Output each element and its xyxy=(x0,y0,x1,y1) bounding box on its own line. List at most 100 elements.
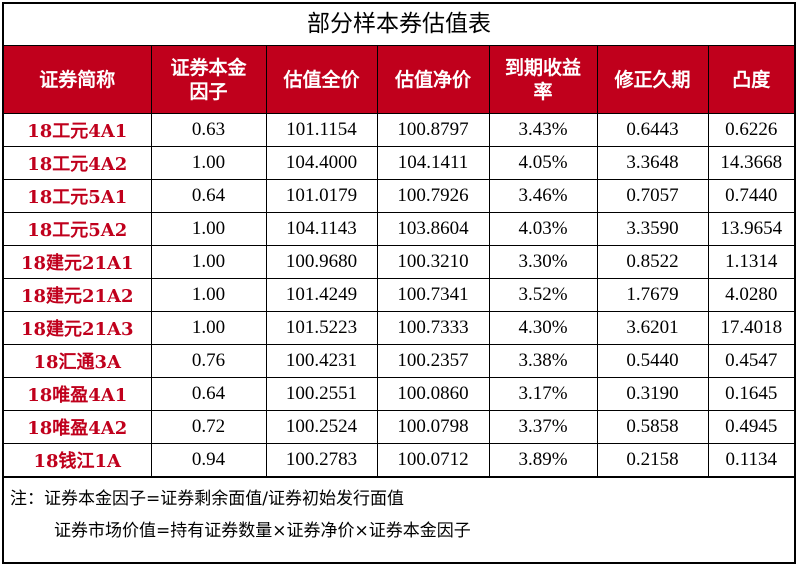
cell-principal-factor: 0.94 xyxy=(150,443,267,477)
cell-security-name: 18钱江1A xyxy=(4,443,152,477)
cell-clean-price: 100.7333 xyxy=(376,311,490,345)
table-row: 18建元21A3 1.00 101.5223 100.7333 4.30% 3.6201 1… xyxy=(4,311,794,345)
cell-clean-price: 100.0712 xyxy=(376,443,490,477)
cell-principal-factor: 1.00 xyxy=(150,212,267,246)
cell-yield: 3.52% xyxy=(488,278,598,312)
cell-convexity: 0.6226 xyxy=(707,113,794,147)
valuation-table: 证券简称 证券本金因子 估值全价 估值净价 到期收益率 修正久期 凸度 18工元… xyxy=(4,46,794,477)
table-row: 18工元5A2 1.00 104.1143 103.8604 4.03% 3.3590 13… xyxy=(4,212,794,246)
cell-modified-duration: 3.3648 xyxy=(596,146,709,180)
cell-principal-factor: 0.76 xyxy=(150,344,267,378)
cell-security-name: 18建元21A1 xyxy=(4,245,152,279)
cell-modified-duration: 0.3190 xyxy=(596,377,709,411)
cell-principal-factor: 1.00 xyxy=(150,146,267,180)
cell-principal-factor: 0.72 xyxy=(150,410,267,444)
table-row: 18唯盈4A1 0.64 100.2551 100.0860 3.17% 0.3190 0.… xyxy=(4,377,794,411)
cell-security-name: 18工元4A2 xyxy=(4,146,152,180)
cell-dirty-price: 104.1143 xyxy=(265,212,378,246)
cell-clean-price: 100.7926 xyxy=(376,179,490,213)
cell-security-name: 18建元21A3 xyxy=(4,311,152,345)
cell-principal-factor: 0.64 xyxy=(150,377,267,411)
cell-dirty-price: 101.5223 xyxy=(265,311,378,345)
cell-principal-factor: 1.00 xyxy=(150,278,267,312)
cell-yield: 3.89% xyxy=(488,443,598,477)
cell-principal-factor: 1.00 xyxy=(150,245,267,279)
header-clean-price: 估值净价 xyxy=(376,46,490,114)
cell-principal-factor: 0.64 xyxy=(150,179,267,213)
header-yield-to-maturity: 到期收益率 xyxy=(488,46,598,114)
cell-yield: 4.03% xyxy=(488,212,598,246)
cell-security-name: 18建元21A2 xyxy=(4,278,152,312)
header-modified-duration: 修正久期 xyxy=(596,46,709,114)
cell-security-name: 18工元5A2 xyxy=(4,212,152,246)
table-row: 18唯盈4A2 0.72 100.2524 100.0798 3.37% 0.5858 0.… xyxy=(4,410,794,444)
cell-modified-duration: 0.5858 xyxy=(596,410,709,444)
cell-dirty-price: 100.4231 xyxy=(265,344,378,378)
cell-principal-factor: 0.63 xyxy=(150,113,267,147)
table-row: 18建元21A2 1.00 101.4249 100.7341 3.52% 1.7679 4… xyxy=(4,278,794,312)
cell-convexity: 1.1314 xyxy=(707,245,794,279)
table-row: 18钱江1A 0.94 100.2783 100.0712 3.89% 0.2158 0.1… xyxy=(4,443,794,477)
cell-clean-price: 103.8604 xyxy=(376,212,490,246)
cell-security-name: 18工元4A1 xyxy=(4,113,152,147)
table-row: 18建元21A1 1.00 100.9680 100.3210 3.30% 0.8522 1… xyxy=(4,245,794,279)
header-principal-factor: 证券本金因子 xyxy=(150,46,267,114)
cell-clean-price: 100.8797 xyxy=(376,113,490,147)
cell-modified-duration: 0.7057 xyxy=(596,179,709,213)
cell-yield: 4.05% xyxy=(488,146,598,180)
cell-clean-price: 100.0798 xyxy=(376,410,490,444)
cell-convexity: 14.3668 xyxy=(707,146,794,180)
cell-dirty-price: 101.1154 xyxy=(265,113,378,147)
cell-security-name: 18工元5A1 xyxy=(4,179,152,213)
cell-modified-duration: 0.5440 xyxy=(596,344,709,378)
cell-yield: 4.30% xyxy=(488,311,598,345)
cell-convexity: 0.7440 xyxy=(707,179,794,213)
cell-yield: 3.46% xyxy=(488,179,598,213)
footnote: 注：证券本金因子=证券剩余面值/证券初始发行面值 证券市场价值=持有证券数量×证… xyxy=(4,477,794,557)
header-security-name: 证券简称 xyxy=(4,46,152,114)
cell-yield: 3.38% xyxy=(488,344,598,378)
cell-dirty-price: 101.4249 xyxy=(265,278,378,312)
table-body: 18工元4A1 0.63 101.1154 100.8797 3.43% 0.6443 0.… xyxy=(4,113,794,477)
table-row: 18工元5A1 0.64 101.0179 100.7926 3.46% 0.7057 0.… xyxy=(4,179,794,213)
cell-modified-duration: 0.8522 xyxy=(596,245,709,279)
cell-yield: 3.43% xyxy=(488,113,598,147)
cell-convexity: 0.4945 xyxy=(707,410,794,444)
header-row: 证券简称 证券本金因子 估值全价 估值净价 到期收益率 修正久期 凸度 xyxy=(4,46,794,114)
cell-yield: 3.30% xyxy=(488,245,598,279)
cell-modified-duration: 3.6201 xyxy=(596,311,709,345)
cell-dirty-price: 100.2551 xyxy=(265,377,378,411)
cell-dirty-price: 101.0179 xyxy=(265,179,378,213)
cell-dirty-price: 100.2783 xyxy=(265,443,378,477)
cell-security-name: 18唯盈4A1 xyxy=(4,377,152,411)
cell-clean-price: 104.1411 xyxy=(376,146,490,180)
cell-convexity: 0.1134 xyxy=(707,443,794,477)
header-convexity: 凸度 xyxy=(707,46,794,114)
cell-modified-duration: 0.2158 xyxy=(596,443,709,477)
cell-principal-factor: 1.00 xyxy=(150,311,267,345)
cell-modified-duration: 0.6443 xyxy=(596,113,709,147)
cell-dirty-price: 100.9680 xyxy=(265,245,378,279)
table-row: 18工元4A2 1.00 104.4000 104.1411 4.05% 3.3648 14… xyxy=(4,146,794,180)
footnote-line-2: 证券市场价值=持有证券数量×证券净价×证券本金因子 xyxy=(54,521,471,541)
table-title: 部分样本券估值表 xyxy=(4,4,794,46)
cell-modified-duration: 1.7679 xyxy=(596,278,709,312)
cell-modified-duration: 3.3590 xyxy=(596,212,709,246)
table-row: 18汇通3A 0.76 100.4231 100.2357 3.38% 0.5440 0.4… xyxy=(4,344,794,378)
cell-convexity: 17.4018 xyxy=(707,311,794,345)
cell-yield: 3.17% xyxy=(488,377,598,411)
cell-clean-price: 100.0860 xyxy=(376,377,490,411)
cell-convexity: 13.9654 xyxy=(707,212,794,246)
cell-convexity: 0.1645 xyxy=(707,377,794,411)
cell-security-name: 18唯盈4A2 xyxy=(4,410,152,444)
cell-clean-price: 100.2357 xyxy=(376,344,490,378)
cell-clean-price: 100.3210 xyxy=(376,245,490,279)
cell-dirty-price: 104.4000 xyxy=(265,146,378,180)
cell-convexity: 4.0280 xyxy=(707,278,794,312)
cell-convexity: 0.4547 xyxy=(707,344,794,378)
cell-security-name: 18汇通3A xyxy=(4,344,152,378)
cell-dirty-price: 100.2524 xyxy=(265,410,378,444)
table-row: 18工元4A1 0.63 101.1154 100.8797 3.43% 0.6443 0.… xyxy=(4,113,794,147)
header-dirty-price: 估值全价 xyxy=(265,46,378,114)
